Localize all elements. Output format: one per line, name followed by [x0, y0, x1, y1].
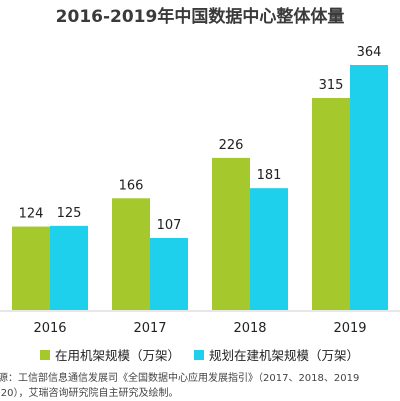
- legend-item-planned: 规划在建机架规模（万架）: [194, 345, 359, 364]
- bar-in-use-2019: [312, 97, 350, 310]
- source-note: 来源：工信部信息通信发展司《全国数据中心应用发展指引》（2017、2018、20…: [0, 371, 400, 401]
- data-label-in-use-2017: 166: [119, 178, 144, 193]
- legend: 在用机架规模（万架） 规划在建机架规模（万架）: [40, 345, 400, 364]
- data-label-planned-2018: 181: [257, 168, 282, 183]
- data-label-planned-2017: 107: [157, 218, 182, 233]
- source-line-1: 来源：工信部信息通信发展司《全国数据中心应用发展指引》（2017、2018、20…: [0, 373, 360, 384]
- chart-title: 2016-2019年中国数据中心整体体量: [55, 7, 345, 27]
- bar-planned-2016: [50, 225, 88, 310]
- x-tick-label-2019: 2019: [333, 321, 366, 336]
- data-label-in-use-2016: 124: [19, 207, 44, 222]
- bar-planned-2019: [350, 65, 388, 310]
- x-tick-label-2017: 2017: [133, 321, 166, 336]
- bar-in-use-2016: [12, 226, 50, 310]
- legend-swatch-in-use: [40, 349, 50, 360]
- x-tick-label-2018: 2018: [233, 321, 266, 336]
- bar-in-use-2018: [212, 157, 250, 310]
- data-label-planned-2016: 125: [57, 206, 82, 221]
- data-label-planned-2019: 364: [357, 45, 382, 60]
- legend-label-in-use: 在用机架规模（万架）: [55, 348, 181, 363]
- bar-planned-2018: [250, 188, 288, 310]
- data-label-in-use-2019: 315: [319, 78, 344, 93]
- legend-swatch-planned: [194, 349, 205, 360]
- legend-label-planned: 规划在建机架规模（万架）: [209, 348, 360, 363]
- bar-planned-2017: [150, 237, 188, 310]
- source-line-2: 2020），艾瑞咨询研究院自主研究及绘制。: [0, 388, 179, 399]
- x-tick-label-2016: 2016: [33, 321, 66, 336]
- legend-item-in-use: 在用机架规模（万架）: [40, 345, 180, 364]
- data-label-in-use-2018: 226: [219, 138, 244, 153]
- bar-in-use-2017: [112, 198, 150, 310]
